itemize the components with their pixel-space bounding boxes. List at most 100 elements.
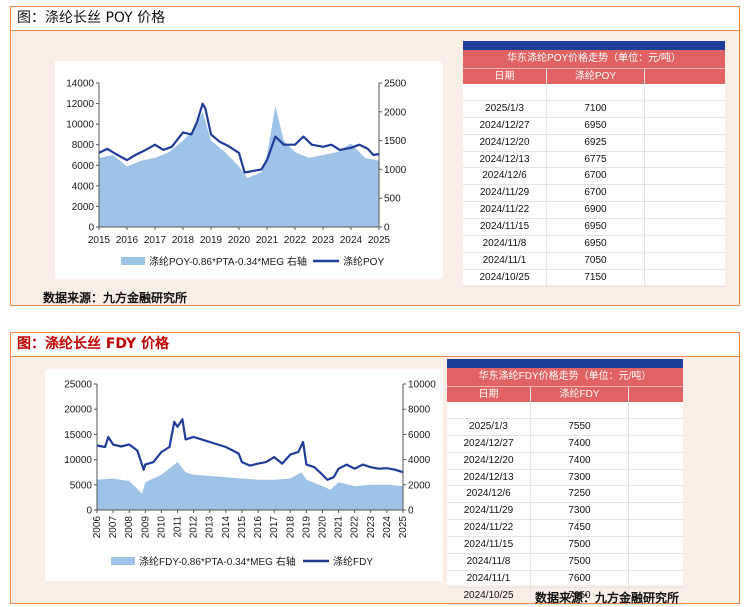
table-cell-price: 7250 bbox=[531, 486, 629, 503]
right-tick-label: 4000 bbox=[408, 455, 431, 466]
left-tick-label: 2000 bbox=[72, 202, 95, 213]
poy-panel-title: 图：涤纶长丝 POY 价格 bbox=[11, 7, 739, 31]
table-row: 2024/11/8 7500 bbox=[447, 554, 683, 571]
table-cell-price: 7400 bbox=[531, 435, 629, 452]
poy-chart: 0 2000 4000 6000 8000 10000 12000 14000 0 500 1000… bbox=[55, 61, 443, 279]
left-tick-label: 0 bbox=[86, 506, 92, 517]
x-tick-label: 2024 bbox=[382, 516, 393, 539]
right-tick-label: 1500 bbox=[384, 136, 407, 147]
table-row: 2024/12/20 7400 bbox=[447, 452, 683, 470]
table-cell-price: 7050 bbox=[547, 252, 645, 269]
fdy-price-table: 华东涤纶FDY价格走势（单位：元/吨） 日期 涤纶FDY 2025/1/3 755… bbox=[447, 359, 683, 605]
table-body: 2025/1/3 7100 2024/12/27 6950 2024/12/20 6925… bbox=[463, 100, 725, 287]
table-cell-date: 2024/12/6 bbox=[463, 168, 547, 185]
table-row-blank bbox=[463, 84, 725, 101]
x-tick-label: 2010 bbox=[156, 516, 167, 539]
table-cell-price: 6950 bbox=[547, 236, 645, 252]
table-cell-date: 2024/10/25 bbox=[447, 587, 531, 604]
table-header-date: 日期 bbox=[463, 69, 547, 84]
table-cell-date: 2024/12/20 bbox=[463, 134, 547, 151]
table-cell-date: 2024/11/29 bbox=[447, 503, 531, 520]
x-tick-label: 2020 bbox=[317, 516, 328, 539]
table-cell-date: 2024/11/15 bbox=[447, 537, 531, 554]
x-tick-label: 2019 bbox=[301, 516, 312, 539]
table-header-date: 日期 bbox=[447, 387, 531, 402]
right-tick-label: 2000 bbox=[408, 480, 431, 491]
table-cell-price: 7450 bbox=[531, 520, 629, 537]
table-row: 2024/12/6 6700 bbox=[463, 168, 725, 186]
x-tick-label: 2022 bbox=[284, 235, 307, 246]
x-tick-label: 2020 bbox=[228, 235, 251, 246]
left-tick-label: 12000 bbox=[66, 99, 94, 110]
x-tick-label: 2021 bbox=[334, 516, 345, 539]
x-tick-label: 2015 bbox=[88, 235, 111, 246]
x-tick-label: 2016 bbox=[116, 235, 139, 246]
table-cell-date: 2024/11/1 bbox=[447, 570, 531, 587]
table-row: 2024/11/29 7300 bbox=[447, 503, 683, 521]
x-tick-label: 2017 bbox=[144, 235, 167, 246]
table-cell-price: 7400 bbox=[531, 452, 629, 469]
left-tick-label: 10000 bbox=[66, 120, 94, 131]
line-series-1 bbox=[96, 418, 404, 481]
table-cell-price: 7550 bbox=[531, 418, 629, 435]
table-cell-price: 7600 bbox=[531, 570, 629, 587]
poy-panel: 图：涤纶长丝 POY 价格 0 2000 4000 6000 8000 10000 1200… bbox=[10, 6, 740, 306]
table-row: 2024/11/29 6700 bbox=[463, 185, 725, 203]
table-row: 2024/11/8 6950 bbox=[463, 236, 725, 253]
right-tick-label: 500 bbox=[384, 194, 401, 205]
table-cell-date: 2024/11/1 bbox=[463, 252, 547, 269]
table-row: 2024/11/15 7500 bbox=[447, 537, 683, 555]
table-cell-price: 6950 bbox=[547, 219, 645, 236]
fdy-panel-title: 图：涤纶长丝 FDY 价格 bbox=[11, 333, 739, 357]
table-cell-date: 2024/11/22 bbox=[463, 202, 547, 219]
poy-chart-svg: 0 2000 4000 6000 8000 10000 12000 14000 0 500 1000… bbox=[66, 79, 407, 269]
x-tick-label: 2012 bbox=[189, 516, 200, 539]
table-row: 2024/12/27 7400 bbox=[447, 435, 683, 453]
left-tick-label: 14000 bbox=[66, 79, 94, 90]
table-cell-price: 6900 bbox=[547, 202, 645, 219]
table-cell-price: 6700 bbox=[547, 185, 645, 202]
table-cell-date: 2024/12/13 bbox=[463, 151, 547, 168]
table-cell-date: 2024/11/8 bbox=[463, 236, 547, 252]
table-cell-date: 2024/11/29 bbox=[463, 185, 547, 202]
x-tick-label: 2017 bbox=[269, 516, 280, 539]
table-cell-price: 7300 bbox=[531, 503, 629, 520]
x-tick-label: 2016 bbox=[253, 516, 264, 539]
table-row: 2024/12/13 6775 bbox=[463, 151, 725, 169]
left-tick-label: 4000 bbox=[72, 181, 95, 192]
table-row: 2024/12/13 7300 bbox=[447, 469, 683, 487]
table-row: 2024/12/6 7250 bbox=[447, 486, 683, 504]
table-cell-price: 6950 bbox=[547, 117, 645, 134]
x-tick-label: 2025 bbox=[368, 235, 391, 246]
x-tick-label: 2023 bbox=[366, 516, 377, 539]
table-cell-date: 2024/10/25 bbox=[463, 269, 547, 286]
table-row-blank bbox=[447, 402, 683, 419]
table-cell-date: 2024/12/20 bbox=[447, 452, 531, 469]
table-row: 2024/11/1 7050 bbox=[463, 252, 725, 270]
legend-area-label: 涤纶POY-0.86*PTA-0.34*MEG 右轴 bbox=[149, 255, 307, 268]
table-cell-date: 2024/12/27 bbox=[463, 117, 547, 134]
right-tick-label: 2500 bbox=[384, 79, 407, 90]
table-cell-date: 2025/1/3 bbox=[447, 418, 531, 435]
table-cell-date: 2024/12/27 bbox=[447, 435, 531, 452]
table-cell-date: 2025/1/3 bbox=[463, 100, 547, 117]
x-tick-label: 2022 bbox=[350, 516, 361, 539]
left-tick-label: 8000 bbox=[72, 140, 95, 151]
table-row: 2025/1/3 7550 bbox=[447, 418, 683, 436]
source-label: 数据来源：九方金融研究所 bbox=[43, 291, 188, 305]
x-tick-label: 2009 bbox=[140, 516, 151, 539]
right-tick-label: 1000 bbox=[384, 165, 407, 176]
table-cell-price: 6925 bbox=[547, 134, 645, 151]
table-cell-price: 7150 bbox=[547, 269, 645, 286]
table-cell-date: 2024/12/13 bbox=[447, 469, 531, 486]
legend-area-swatch bbox=[121, 257, 145, 265]
table-row: 2024/12/20 6925 bbox=[463, 134, 725, 152]
right-tick-label: 2000 bbox=[384, 107, 407, 118]
left-tick-label: 10000 bbox=[64, 455, 92, 466]
fdy-panel: 图：涤纶长丝 FDY 价格 0 5000 10000 15000 20000 25000 0… bbox=[10, 332, 740, 605]
table-cell-price: 7500 bbox=[531, 554, 629, 570]
table-row: 2024/10/25 7650 bbox=[447, 587, 683, 605]
right-tick-label: 0 bbox=[408, 506, 414, 517]
table-header: 日期 涤纶FDY bbox=[447, 386, 683, 402]
table-cell-price: 7100 bbox=[547, 100, 645, 117]
